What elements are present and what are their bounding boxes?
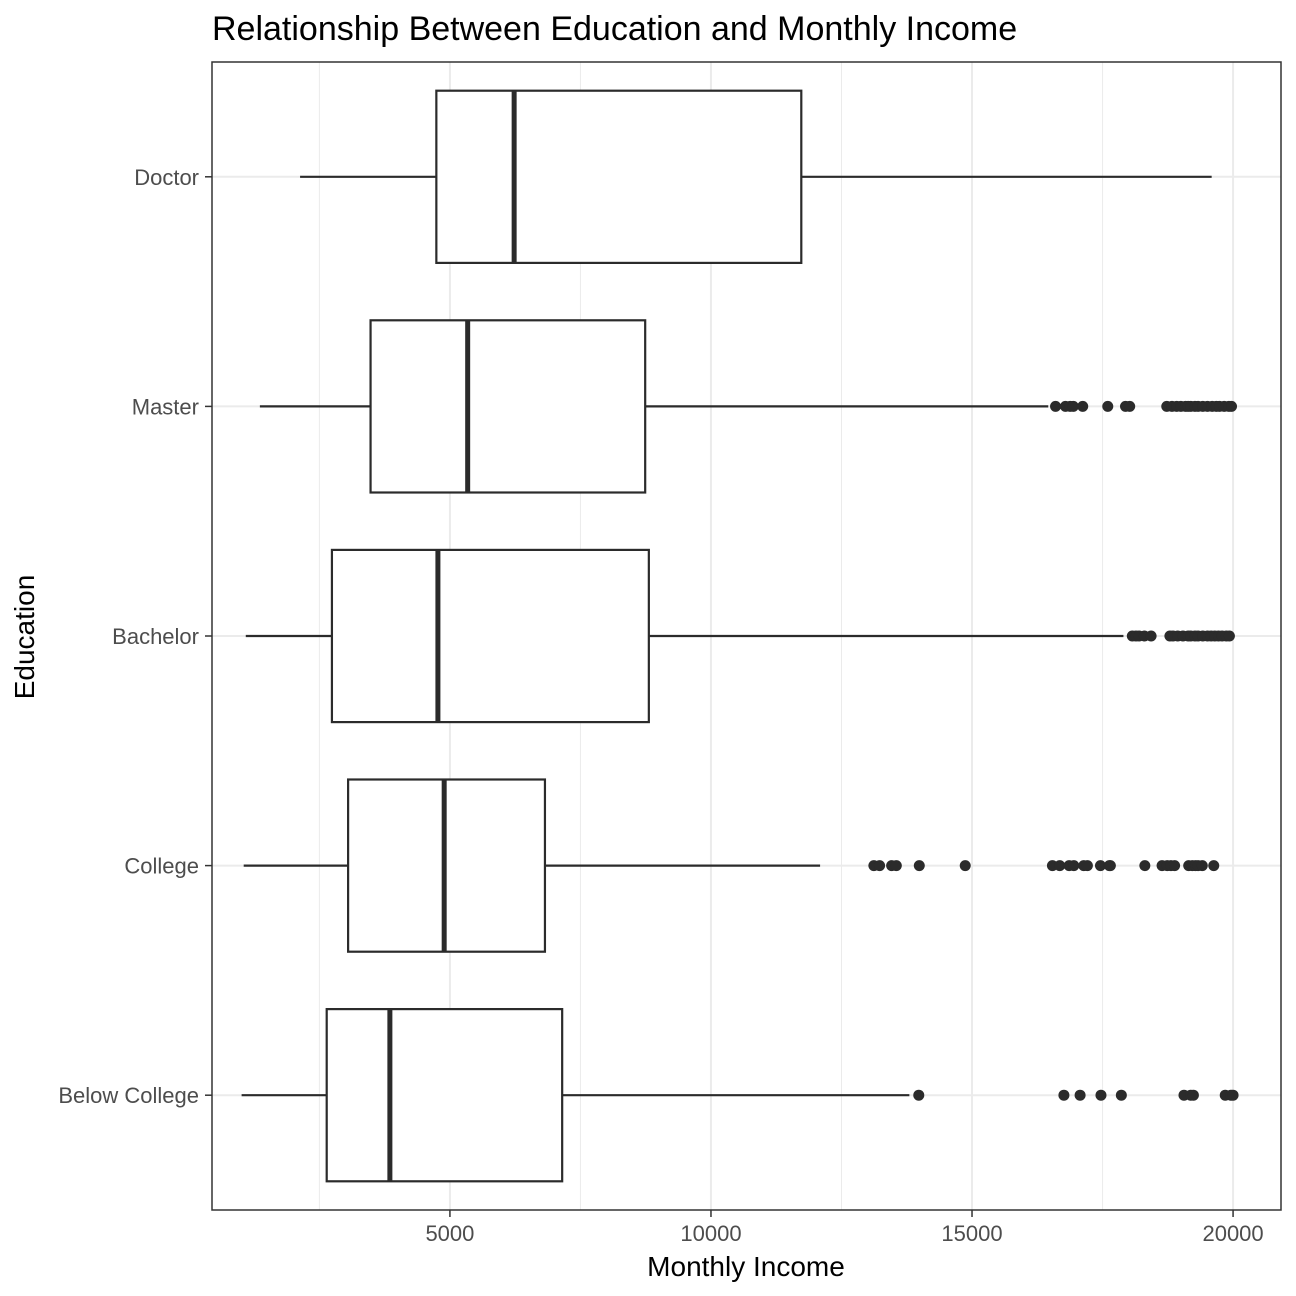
outlier-point [1094, 860, 1106, 872]
outlier-point [1145, 630, 1157, 642]
x-tick-label: 20000 [1202, 1221, 1263, 1246]
outlier-point [1187, 1089, 1199, 1101]
x-tick-label: 10000 [680, 1221, 741, 1246]
outlier-point [1068, 860, 1080, 872]
outlier-point [1050, 400, 1062, 412]
outlier-point [1115, 1089, 1127, 1101]
outlier-point [1124, 400, 1136, 412]
outlier-point [1074, 1089, 1086, 1101]
outlier-point [913, 860, 925, 872]
iqr-box [435, 89, 803, 264]
y-tick-label: College [124, 854, 199, 879]
outlier-point [1058, 1089, 1070, 1101]
y-tick-label: Bachelor [112, 624, 199, 649]
outlier-point [1077, 400, 1089, 412]
y-tick-label: Below College [58, 1083, 199, 1108]
y-axis-title: Education [9, 575, 40, 700]
outlier-point [1102, 400, 1114, 412]
outlier-point [913, 1089, 925, 1101]
outlier-point [890, 860, 902, 872]
outlier-point [874, 860, 886, 872]
x-tick-label: 5000 [425, 1221, 474, 1246]
outlier-point [1104, 860, 1116, 872]
outlier-point [1208, 860, 1220, 872]
iqr-box [330, 548, 650, 724]
x-tick-label: 15000 [941, 1221, 1002, 1246]
axis-ticks: 5000 10000 15000 20000 Below College College B… [58, 165, 1263, 1246]
outlier-point [1095, 1089, 1107, 1101]
y-tick-label: Master [132, 394, 199, 419]
outlier-point [1169, 860, 1181, 872]
iqr-box [325, 1007, 564, 1183]
chart-title: Relationship Between Education and Month… [212, 10, 1017, 48]
outlier-point [1226, 400, 1238, 412]
outlier-point [1067, 400, 1079, 412]
y-tick-label: Doctor [134, 165, 199, 190]
outlier-point [959, 860, 971, 872]
outlier-point [1223, 630, 1235, 642]
outlier-point [1139, 860, 1151, 872]
outlier-point [1081, 860, 1093, 872]
outlier-point [1196, 860, 1208, 872]
iqr-box [369, 319, 647, 494]
boxes [241, 89, 1239, 1183]
box-bachelor [245, 548, 1235, 724]
box-master [259, 319, 1238, 494]
box-doctor [300, 89, 1212, 264]
x-axis-title: Monthly Income [647, 1251, 845, 1282]
outlier-point [1227, 1089, 1239, 1101]
box-below-college [241, 1007, 1239, 1183]
box-college [243, 778, 1220, 953]
outlier-point [1054, 860, 1066, 872]
